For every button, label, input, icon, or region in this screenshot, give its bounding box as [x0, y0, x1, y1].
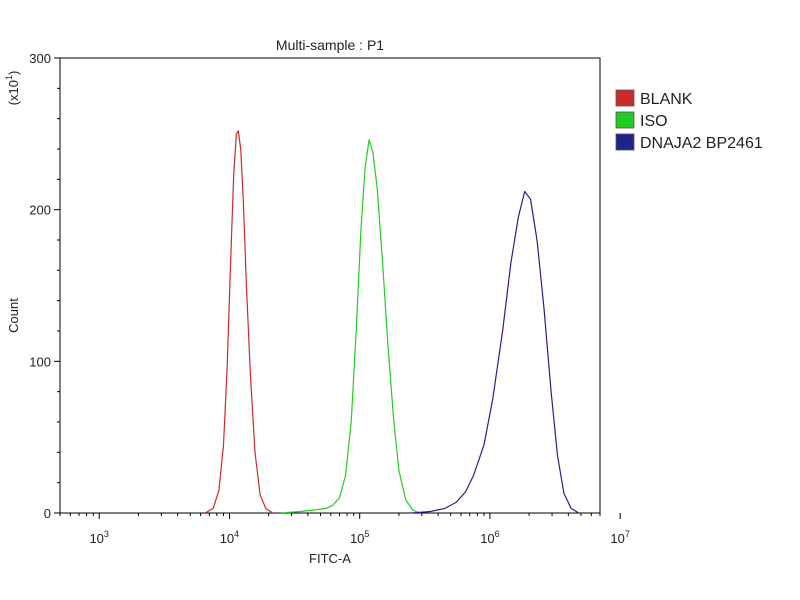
x-tick-label-1: 104	[220, 529, 239, 546]
plot-frame	[59, 57, 601, 514]
y-tick-label-2: 200	[29, 203, 51, 218]
legend-swatch-0	[615, 89, 635, 107]
legend-label-2: DNAJA2 BP2461	[640, 135, 763, 152]
y-multiplier-label: (x101)	[4, 71, 21, 106]
y-axis-label: Count	[6, 298, 21, 333]
series-line-2	[411, 190, 580, 513]
x-tick-label-0: 103	[89, 529, 108, 546]
y-tick-label-3: 300	[29, 51, 51, 66]
legend-swatch-2	[615, 133, 635, 151]
plot-area: Multi-sample : P1 0 100 200 300 103 104 105 106 1…	[4, 37, 763, 566]
chart-title: Multi-sample : P1	[276, 37, 384, 53]
series-line-0	[204, 130, 274, 513]
legend-label-0: BLANK	[640, 91, 693, 108]
legend-swatch-1	[615, 111, 635, 129]
series-line-1	[281, 139, 421, 513]
y-tick-label-1: 100	[29, 354, 51, 369]
y-tick-label-0: 0	[44, 506, 51, 521]
x-axis-label: FITC-A	[309, 551, 351, 566]
legend-label-1: ISO	[640, 113, 668, 130]
x-tick-label-4: 107	[610, 529, 629, 546]
x-tick-label-2: 105	[350, 529, 369, 546]
x-tick-label-3: 106	[480, 529, 499, 546]
